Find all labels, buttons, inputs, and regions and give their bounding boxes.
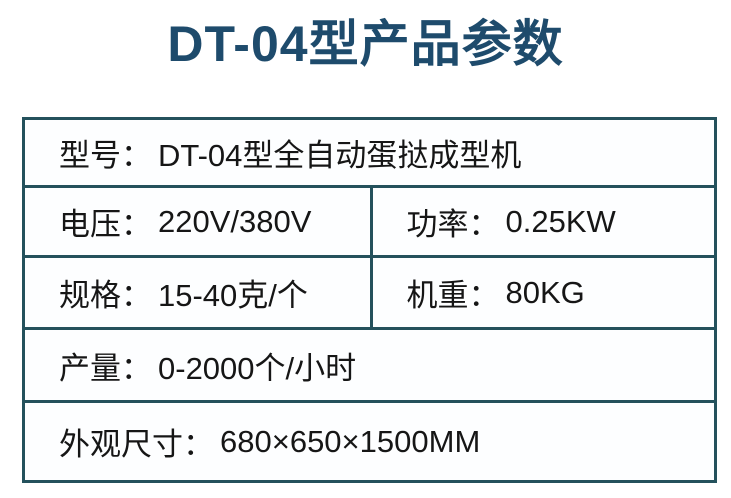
spec-cell-voltage: 电压： 220V/380V <box>25 188 370 255</box>
spec-cell-dimensions: 外观尺寸： 680×650×1500MM <box>25 403 714 480</box>
spec-cell-specification: 规格： 15-40克/个 <box>25 258 370 327</box>
table-row: 规格： 15-40克/个 机重： 80KG <box>25 255 714 327</box>
page-title: DT-04型产品参数 <box>167 16 564 72</box>
spec-value: 680×650×1500MM <box>220 423 481 459</box>
spec-value: 15-40克/个 <box>158 278 308 313</box>
spec-value: 0-2000个/小时 <box>158 350 357 386</box>
spec-cell-weight: 机重： 80KG <box>369 258 715 327</box>
spec-label: 机重： <box>406 278 500 313</box>
spec-cell-power: 功率： 0.25KW <box>369 188 715 255</box>
spec-cell-output: 产量： 0-2000个/小时 <box>25 330 714 400</box>
spec-label: 产量： <box>59 350 152 386</box>
spec-value: DT-04型全自动蛋挞成型机 <box>158 138 522 173</box>
table-row: 型号： DT-04型全自动蛋挞成型机 <box>25 120 714 185</box>
spec-table: 型号： DT-04型全自动蛋挞成型机 电压： 220V/380V 功率： 0.2… <box>22 117 717 483</box>
spec-value: 80KG <box>505 274 585 310</box>
table-row: 电压： 220V/380V 功率： 0.25KW <box>25 185 714 255</box>
spec-cell-model: 型号： DT-04型全自动蛋挞成型机 <box>25 120 714 185</box>
table-row: 外观尺寸： 680×650×1500MM <box>25 400 714 480</box>
spec-label: 外观尺寸： <box>59 427 214 462</box>
spec-value: 0.25KW <box>505 203 616 239</box>
spec-label: 电压： <box>59 207 152 242</box>
spec-label: 型号： <box>59 138 152 173</box>
table-row: 产量： 0-2000个/小时 <box>25 327 714 400</box>
spec-value: 220V/380V <box>158 203 312 239</box>
spec-label: 功率： <box>406 207 500 242</box>
spec-label: 规格： <box>59 278 152 313</box>
